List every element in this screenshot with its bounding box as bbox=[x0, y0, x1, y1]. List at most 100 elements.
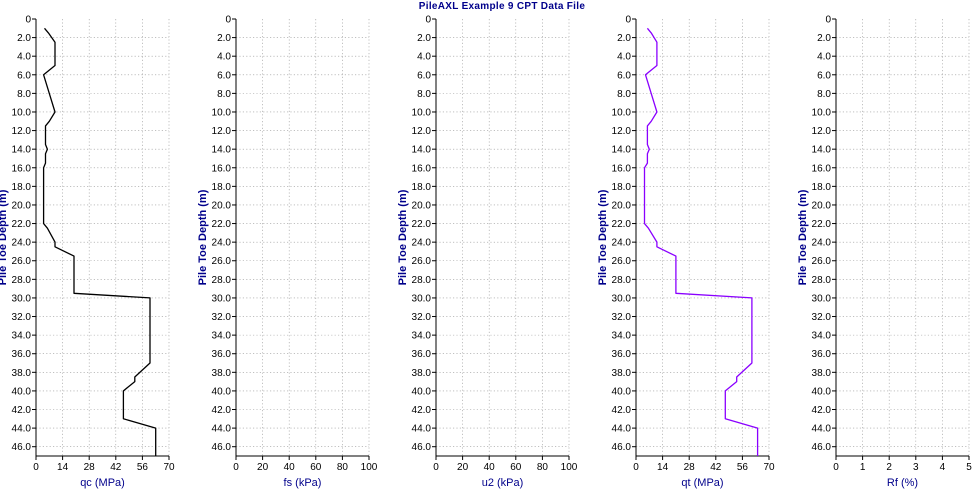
y-tick-label: 24.0 bbox=[412, 238, 432, 249]
y-tick-label: 6.0 bbox=[617, 70, 631, 81]
y-tick-label: 10.0 bbox=[12, 107, 32, 118]
y-tick-label: 22.0 bbox=[412, 219, 432, 230]
y-tick-label: 12.0 bbox=[12, 126, 32, 137]
y-tick-label: 46.0 bbox=[412, 442, 432, 453]
y-tick-label: 38.0 bbox=[12, 368, 32, 379]
y-tick-label: 14.0 bbox=[412, 145, 432, 156]
x-tick-label: 28 bbox=[684, 462, 696, 473]
y-tick-label: 32.0 bbox=[612, 312, 632, 323]
y-tick-label: 10.0 bbox=[412, 107, 432, 118]
y-tick-label: 2.0 bbox=[617, 33, 631, 44]
y-tick-label: 30.0 bbox=[412, 293, 432, 304]
x-tick-label: 2 bbox=[886, 462, 892, 473]
x-axis-label: u2 (kPa) bbox=[482, 477, 524, 489]
x-tick-label: 40 bbox=[284, 462, 296, 473]
y-tick-label: 34.0 bbox=[212, 331, 232, 342]
x-tick-label: 56 bbox=[737, 462, 749, 473]
x-axis-label: qt (MPa) bbox=[681, 477, 723, 489]
y-tick-label: 18.0 bbox=[412, 182, 432, 193]
y-tick-label: 8.0 bbox=[417, 89, 431, 100]
chart-title: PileAXL Example 9 CPT Data File bbox=[419, 1, 586, 12]
series-line bbox=[42, 27, 157, 456]
y-tick-label: 10.0 bbox=[612, 107, 632, 118]
y-tick-label: 26.0 bbox=[212, 256, 232, 267]
y-tick-label: 8.0 bbox=[617, 89, 631, 100]
y-tick-label: 8.0 bbox=[217, 89, 231, 100]
y-tick-label: 20.0 bbox=[612, 200, 632, 211]
y-tick-label: 0 bbox=[425, 15, 431, 26]
y-tick-label: 26.0 bbox=[812, 256, 832, 267]
y-tick-label: 22.0 bbox=[12, 219, 32, 230]
y-tick-label: 2.0 bbox=[217, 33, 231, 44]
y-tick-label: 28.0 bbox=[812, 275, 832, 286]
y-tick-label: 36.0 bbox=[812, 349, 832, 360]
y-tick-label: 0 bbox=[625, 15, 631, 26]
y-tick-label: 28.0 bbox=[12, 275, 32, 286]
x-tick-label: 20 bbox=[457, 462, 469, 473]
y-tick-label: 32.0 bbox=[412, 312, 432, 323]
x-tick-label: 5 bbox=[966, 462, 972, 473]
y-tick-label: 44.0 bbox=[412, 424, 432, 435]
y-axis-label: Pile Toe Depth (m) bbox=[597, 189, 609, 285]
y-tick-label: 12.0 bbox=[412, 126, 432, 137]
y-axis-label: Pile Toe Depth (m) bbox=[797, 189, 809, 285]
y-tick-label: 26.0 bbox=[612, 256, 632, 267]
y-tick-label: 14.0 bbox=[212, 145, 232, 156]
y-tick-label: 12.0 bbox=[212, 126, 232, 137]
y-tick-label: 22.0 bbox=[812, 219, 832, 230]
y-tick-label: 46.0 bbox=[212, 442, 232, 453]
y-tick-label: 42.0 bbox=[12, 405, 32, 416]
y-tick-label: 6.0 bbox=[17, 70, 31, 81]
y-tick-label: 6.0 bbox=[417, 70, 431, 81]
panel-4: 0 2.0 4.0 6.0 8.0 10.0 12.0 14.0 16.0 18.0 20.0 22.… bbox=[597, 15, 775, 490]
y-tick-label: 28.0 bbox=[612, 275, 632, 286]
x-tick-label: 20 bbox=[257, 462, 269, 473]
y-tick-label: 34.0 bbox=[812, 331, 832, 342]
y-tick-label: 46.0 bbox=[12, 442, 32, 453]
y-tick-label: 10.0 bbox=[812, 107, 832, 118]
y-tick-label: 40.0 bbox=[12, 386, 32, 397]
y-tick-label: 44.0 bbox=[212, 424, 232, 435]
y-tick-label: 32.0 bbox=[12, 312, 32, 323]
y-tick-label: 36.0 bbox=[212, 349, 232, 360]
y-tick-label: 0 bbox=[825, 15, 831, 26]
y-tick-label: 18.0 bbox=[812, 182, 832, 193]
y-tick-label: 38.0 bbox=[412, 368, 432, 379]
y-tick-label: 32.0 bbox=[812, 312, 832, 323]
y-tick-label: 36.0 bbox=[412, 349, 432, 360]
x-tick-label: 0 bbox=[233, 462, 239, 473]
y-tick-label: 2.0 bbox=[817, 33, 831, 44]
panels: 02.04.06.08.010.012.014.016.018.020.022.… bbox=[0, 15, 972, 490]
y-tick-label: 44.0 bbox=[12, 424, 32, 435]
x-tick-label: 0 bbox=[633, 462, 639, 473]
y-tick-label: 4.0 bbox=[817, 52, 831, 63]
y-tick-label: 14.0 bbox=[12, 145, 32, 156]
x-tick-label: 60 bbox=[310, 462, 322, 473]
y-tick-label: 42.0 bbox=[612, 405, 632, 416]
y-tick-label: 16.0 bbox=[812, 163, 832, 174]
x-tick-label: 40 bbox=[484, 462, 496, 473]
y-tick-label: 4.0 bbox=[217, 52, 231, 63]
y-tick-label: 38.0 bbox=[212, 368, 232, 379]
panel-2: 0 2.0 4.0 6.0 8.0 10.0 12.0 14.0 16.0 18.0 20.0 22.… bbox=[197, 15, 378, 490]
panel-1: 0 2.0 4.0 6.0 8.0 10.0 12.0 14.0 16.0 18.0 20.0 22.… bbox=[0, 15, 175, 490]
x-tick-label: 80 bbox=[537, 462, 549, 473]
y-tick-label: 18.0 bbox=[12, 182, 32, 193]
x-tick-label: 1 bbox=[860, 462, 866, 473]
x-tick-label: 3 bbox=[913, 462, 919, 473]
y-tick-label: 30.0 bbox=[612, 293, 632, 304]
y-tick-label: 4.0 bbox=[417, 52, 431, 63]
x-tick-label: 0 bbox=[433, 462, 439, 473]
y-tick-label: 16.0 bbox=[412, 163, 432, 174]
y-tick-label: 46.0 bbox=[612, 442, 632, 453]
y-tick-label: 2.0 bbox=[417, 33, 431, 44]
y-tick-label: 32.0 bbox=[212, 312, 232, 323]
y-tick-label: 38.0 bbox=[812, 368, 832, 379]
y-tick-label: 28.0 bbox=[212, 275, 232, 286]
y-tick-label: 12.0 bbox=[612, 126, 632, 137]
y-tick-label: 40.0 bbox=[612, 386, 632, 397]
x-tick-label: 14 bbox=[657, 462, 669, 473]
y-tick-label: 42.0 bbox=[412, 405, 432, 416]
series-line bbox=[643, 27, 759, 456]
